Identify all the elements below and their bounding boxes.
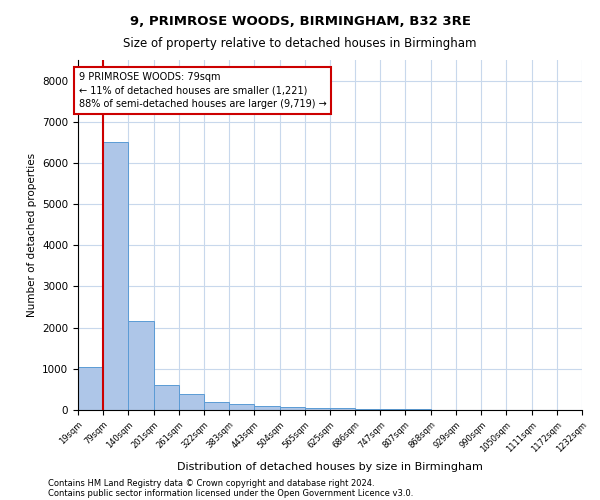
Bar [280, 407, 305, 410]
Text: Contains HM Land Registry data © Crown copyright and database right 2024.: Contains HM Land Registry data © Crown c… [48, 478, 374, 488]
Bar [179, 394, 204, 410]
Bar [204, 402, 229, 410]
Bar [330, 408, 355, 410]
Text: 9 PRIMROSE WOODS: 79sqm
← 11% of detached houses are smaller (1,221)
88% of semi: 9 PRIMROSE WOODS: 79sqm ← 11% of detache… [79, 72, 326, 109]
Bar [229, 404, 254, 410]
Bar [355, 409, 380, 410]
X-axis label: Distribution of detached houses by size in Birmingham: Distribution of detached houses by size … [177, 462, 483, 472]
Bar [128, 322, 154, 410]
Bar [154, 386, 179, 410]
Text: 9, PRIMROSE WOODS, BIRMINGHAM, B32 3RE: 9, PRIMROSE WOODS, BIRMINGHAM, B32 3RE [130, 15, 470, 28]
Text: Contains public sector information licensed under the Open Government Licence v3: Contains public sector information licen… [48, 488, 413, 498]
Text: Size of property relative to detached houses in Birmingham: Size of property relative to detached ho… [123, 38, 477, 51]
Bar [305, 408, 330, 410]
Bar [254, 406, 280, 410]
Bar [380, 409, 406, 410]
Y-axis label: Number of detached properties: Number of detached properties [26, 153, 37, 317]
Bar [103, 142, 128, 410]
Bar [78, 367, 103, 410]
